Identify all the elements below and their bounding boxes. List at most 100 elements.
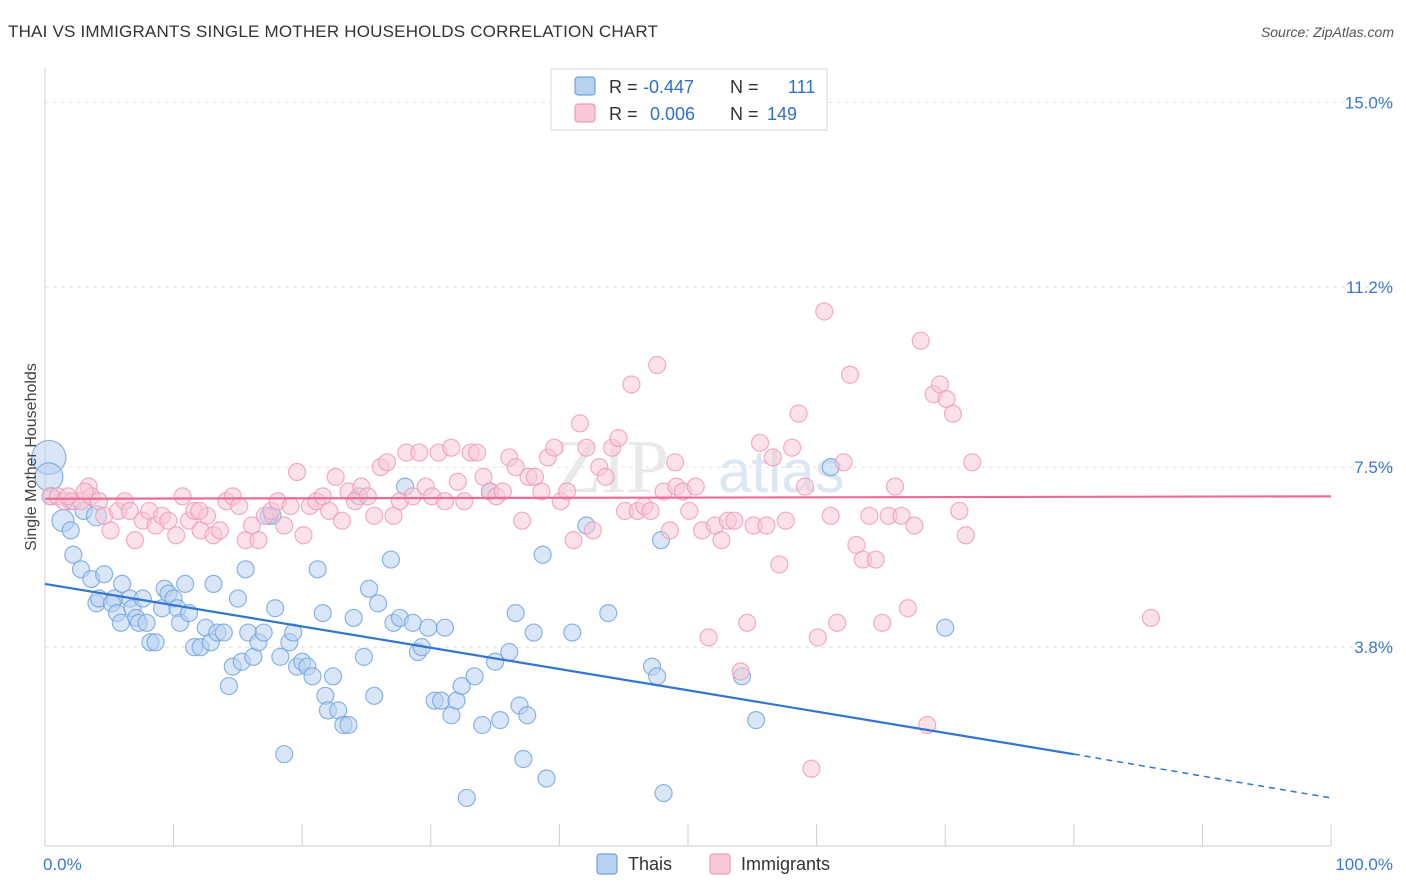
point-thais-99 xyxy=(514,749,533,769)
y-tick-labels: 3.8% 7.5% 11.2% 15.0% xyxy=(1345,93,1393,657)
point-immigrants-57 xyxy=(410,443,429,462)
point-thais-74 xyxy=(365,686,384,705)
point-thais-114 xyxy=(936,618,955,637)
point-thais-89 xyxy=(452,676,471,696)
series-thais xyxy=(31,439,955,808)
legend-bottom-swatch-immigrants xyxy=(709,853,731,875)
point-immigrants-19 xyxy=(167,526,186,545)
legend-bottom-swatch-thais xyxy=(596,853,618,875)
point-immigrants-93 xyxy=(641,501,660,521)
point-thais-110 xyxy=(654,783,673,803)
point-thais-100 xyxy=(518,706,537,725)
point-immigrants-121 xyxy=(821,506,840,525)
data-points xyxy=(31,302,1161,808)
point-immigrants-86 xyxy=(596,467,615,486)
point-immigrants-49 xyxy=(358,487,377,506)
point-immigrants-43 xyxy=(320,501,339,521)
point-thais-50 xyxy=(254,623,273,642)
point-immigrants-131 xyxy=(885,477,905,496)
point-immigrants-88 xyxy=(609,428,628,448)
point-immigrants-81 xyxy=(564,531,583,550)
point-thais-72 xyxy=(354,647,374,666)
point-thais-75 xyxy=(368,594,388,613)
point-thais-61 xyxy=(303,667,322,686)
legend-r-value-immigrants: 0.006 xyxy=(650,104,695,124)
point-thais-53 xyxy=(266,599,285,618)
point-thais-33 xyxy=(176,574,195,594)
legend-n-label: N = xyxy=(730,77,759,97)
y-tick-label-2: 11.2% xyxy=(1346,278,1393,297)
point-immigrants-13 xyxy=(125,531,145,550)
point-immigrants-145 xyxy=(75,482,94,501)
legend-r-value-thais: -0.447 xyxy=(643,77,694,97)
point-thais-97 xyxy=(506,603,525,623)
legend-bottom-label-immigrants: Immigrants xyxy=(741,854,830,874)
point-immigrants-120 xyxy=(815,302,834,321)
point-immigrants-29 xyxy=(230,496,249,516)
axes xyxy=(44,68,1332,847)
trend-lines xyxy=(44,495,1332,799)
point-immigrants-118 xyxy=(802,759,821,778)
point-immigrants-83 xyxy=(577,438,596,457)
point-thais-69 xyxy=(339,715,358,735)
point-thais-6 xyxy=(61,521,80,540)
point-thais-76 xyxy=(381,550,401,569)
point-immigrants-26 xyxy=(210,521,229,540)
point-immigrants-45 xyxy=(332,511,352,530)
point-immigrants-127 xyxy=(860,506,879,525)
point-immigrants-99 xyxy=(680,501,699,521)
point-immigrants-102 xyxy=(699,628,718,647)
point-thais-96 xyxy=(500,642,519,662)
point-immigrants-52 xyxy=(377,453,397,472)
trend-line-immigrants xyxy=(44,495,1332,500)
y-tick-label-0: 3.8% xyxy=(1354,638,1393,657)
point-immigrants-119 xyxy=(808,628,827,647)
legend-swatch-thais xyxy=(574,76,596,96)
point-thais-54 xyxy=(271,647,290,666)
point-immigrants-84 xyxy=(583,521,602,540)
point-immigrants-147 xyxy=(666,453,685,472)
point-immigrants-146 xyxy=(59,487,78,506)
point-thais-102 xyxy=(533,545,552,564)
point-immigrants-100 xyxy=(686,477,705,496)
legend-r-label: R = xyxy=(609,77,638,97)
point-immigrants-80 xyxy=(558,482,577,501)
y-tick-label-3: 15.0% xyxy=(1345,93,1393,112)
point-immigrants-129 xyxy=(873,613,892,632)
legend-r-label: R = xyxy=(609,104,638,124)
point-thais-90 xyxy=(457,788,476,808)
series-immigrants xyxy=(41,302,1161,778)
point-thais-95 xyxy=(491,711,510,730)
point-immigrants-70 xyxy=(493,482,512,501)
point-thais-26 xyxy=(146,633,165,652)
point-immigrants-115 xyxy=(783,438,802,457)
point-immigrants-143 xyxy=(963,453,982,472)
point-immigrants-82 xyxy=(570,414,590,433)
point-thais-80 xyxy=(403,613,422,632)
point-immigrants-111 xyxy=(757,516,776,535)
point-immigrants-124 xyxy=(840,365,860,384)
point-immigrants-142 xyxy=(956,526,975,545)
point-immigrants-72 xyxy=(506,458,525,477)
point-thais-103 xyxy=(537,769,556,788)
point-immigrants-37 xyxy=(281,496,300,516)
point-immigrants-96 xyxy=(660,521,680,540)
point-thais-101 xyxy=(524,623,543,642)
point-immigrants-39 xyxy=(294,526,313,545)
point-thais-24 xyxy=(137,613,156,632)
trend-line-thais xyxy=(44,582,1074,756)
point-immigrants-64 xyxy=(455,492,474,511)
point-immigrants-108 xyxy=(738,613,757,632)
legend-n-label: N = xyxy=(730,104,759,124)
point-immigrants-133 xyxy=(898,599,918,618)
point-thais-83 xyxy=(419,618,438,637)
point-thais-66 xyxy=(323,667,343,686)
x-tick-labels: 0.0% 100.0% xyxy=(43,855,1393,874)
x-tick-label-min: 0.0% xyxy=(43,855,82,874)
point-immigrants-62 xyxy=(442,438,461,457)
point-immigrants-104 xyxy=(712,531,731,550)
point-immigrants-78 xyxy=(545,438,564,457)
point-immigrants-63 xyxy=(448,472,467,491)
point-thais-86 xyxy=(435,618,455,637)
point-immigrants-140 xyxy=(943,404,963,423)
